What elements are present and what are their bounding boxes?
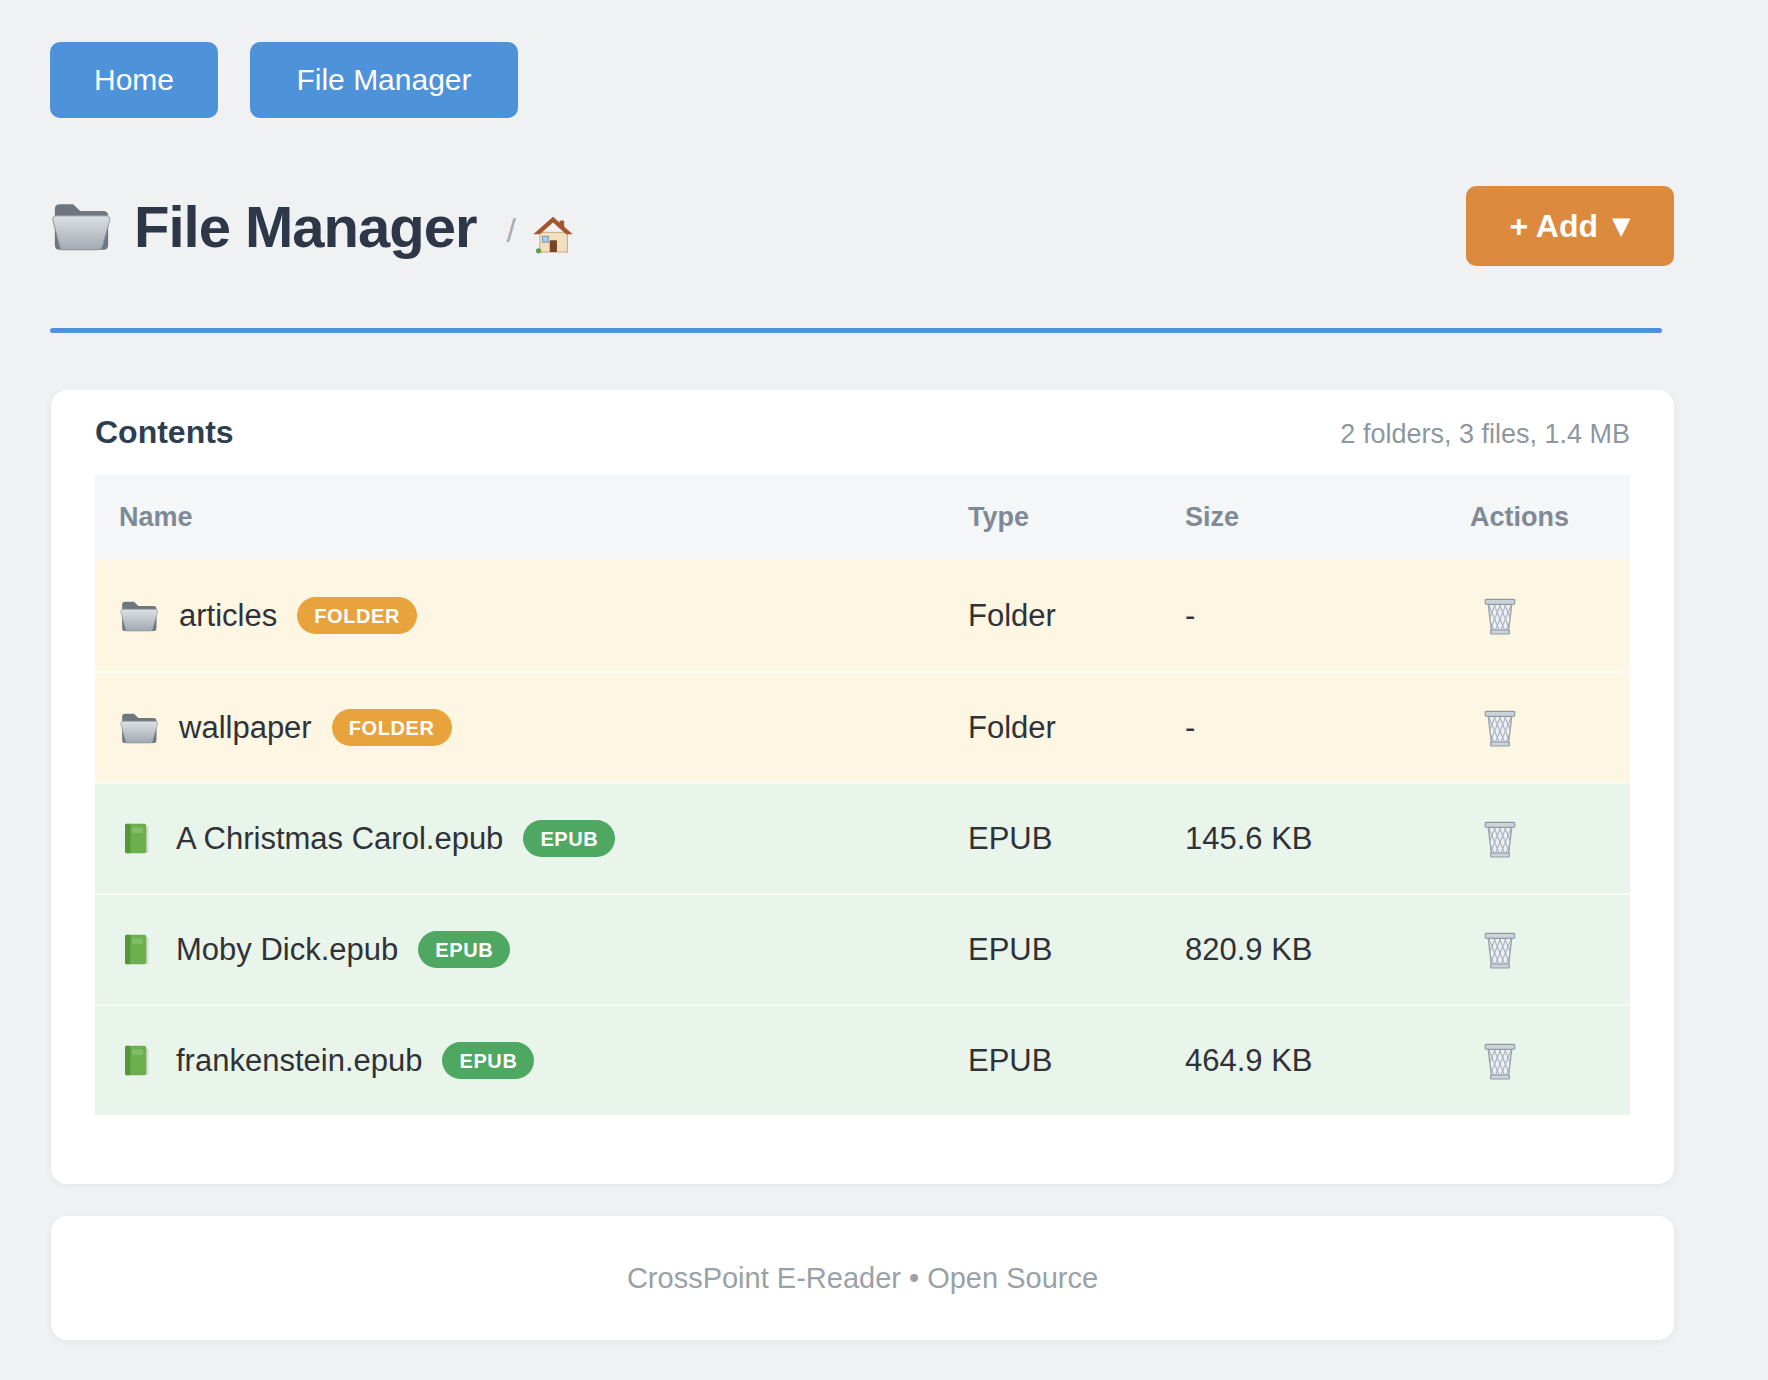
green-book-icon xyxy=(119,930,154,969)
home-button[interactable]: Home xyxy=(50,42,218,118)
house-icon[interactable] xyxy=(532,214,574,256)
delete-button[interactable] xyxy=(1478,592,1522,640)
table-row[interactable]: articles FOLDER Folder - xyxy=(95,560,1630,671)
name-cell: A Christmas Carol.epub EPUB xyxy=(95,819,968,858)
delete-button[interactable] xyxy=(1478,704,1522,752)
file-name[interactable]: A Christmas Carol.epub xyxy=(176,821,503,857)
folder-badge: FOLDER xyxy=(332,709,452,746)
column-header-type: Type xyxy=(968,502,1185,533)
folder-icon xyxy=(50,199,112,254)
name-cell: wallpaper FOLDER xyxy=(95,709,968,746)
actions-cell xyxy=(1468,815,1630,863)
type-cell: EPUB xyxy=(968,1043,1185,1079)
trash-icon xyxy=(1482,930,1518,970)
green-book-icon xyxy=(119,819,154,858)
footer-text: CrossPoint E-Reader • Open Source xyxy=(627,1262,1098,1295)
delete-button[interactable] xyxy=(1478,815,1522,863)
delete-button[interactable] xyxy=(1478,926,1522,974)
name-cell: Moby Dick.epub EPUB xyxy=(95,930,968,969)
file-manager-button[interactable]: File Manager xyxy=(250,42,518,118)
chevron-down-icon: ▼ xyxy=(1612,212,1630,240)
contents-summary: 2 folders, 3 files, 1.4 MB xyxy=(1340,419,1630,450)
epub-badge: EPUB xyxy=(418,931,510,968)
size-cell: - xyxy=(1185,598,1468,634)
green-book-icon xyxy=(119,1041,154,1080)
epub-badge: EPUB xyxy=(442,1042,534,1079)
contents-card: Contents 2 folders, 3 files, 1.4 MB Name… xyxy=(51,390,1674,1184)
page-title: File Manager xyxy=(134,193,477,260)
title-group: File Manager / xyxy=(50,193,574,260)
footer-card: CrossPoint E-Reader • Open Source xyxy=(51,1216,1674,1340)
page-header: File Manager / + Add ▼ xyxy=(50,186,1674,266)
actions-cell xyxy=(1468,704,1630,752)
table-row[interactable]: frankenstein.epub EPUB EPUB 464.9 KB xyxy=(95,1004,1630,1115)
contents-title: Contents xyxy=(95,414,234,451)
size-cell: 145.6 KB xyxy=(1185,821,1468,857)
trash-icon xyxy=(1482,819,1518,859)
table-row[interactable]: A Christmas Carol.epub EPUB EPUB 145.6 K… xyxy=(95,782,1630,893)
table-body: articles FOLDER Folder - wallpaper FOLDE… xyxy=(95,560,1630,1115)
trash-icon xyxy=(1482,596,1518,636)
folder-badge: FOLDER xyxy=(297,597,417,634)
size-cell: 820.9 KB xyxy=(1185,932,1468,968)
file-name[interactable]: wallpaper xyxy=(179,710,312,746)
add-button-label: + Add xyxy=(1509,208,1598,245)
type-cell: EPUB xyxy=(968,821,1185,857)
trash-icon xyxy=(1482,708,1518,748)
contents-header: Contents 2 folders, 3 files, 1.4 MB xyxy=(95,414,1630,451)
name-cell: articles FOLDER xyxy=(95,597,968,634)
actions-cell xyxy=(1468,592,1630,640)
file-name[interactable]: articles xyxy=(179,598,277,634)
table-row[interactable]: wallpaper FOLDER Folder - xyxy=(95,671,1630,782)
table-header-row: Name Type Size Actions xyxy=(95,475,1630,560)
top-nav: Home File Manager xyxy=(50,42,518,118)
column-header-size: Size xyxy=(1185,502,1468,533)
folder-icon xyxy=(119,598,159,634)
size-cell: - xyxy=(1185,710,1468,746)
table-row[interactable]: Moby Dick.epub EPUB EPUB 820.9 KB xyxy=(95,893,1630,1004)
file-table: Name Type Size Actions articles FOLDER F… xyxy=(95,475,1630,1115)
trash-icon xyxy=(1482,1041,1518,1081)
column-header-actions: Actions xyxy=(1468,502,1630,533)
size-cell: 464.9 KB xyxy=(1185,1043,1468,1079)
file-name[interactable]: frankenstein.epub xyxy=(176,1043,422,1079)
folder-icon xyxy=(119,710,159,746)
epub-badge: EPUB xyxy=(523,820,615,857)
type-cell: EPUB xyxy=(968,932,1185,968)
actions-cell xyxy=(1468,1037,1630,1085)
title-divider xyxy=(50,328,1662,333)
actions-cell xyxy=(1468,926,1630,974)
breadcrumb-separator: / xyxy=(507,211,516,260)
delete-button[interactable] xyxy=(1478,1037,1522,1085)
column-header-name: Name xyxy=(95,502,968,533)
file-name[interactable]: Moby Dick.epub xyxy=(176,932,398,968)
type-cell: Folder xyxy=(968,598,1185,634)
type-cell: Folder xyxy=(968,710,1185,746)
add-button[interactable]: + Add ▼ xyxy=(1466,186,1674,266)
name-cell: frankenstein.epub EPUB xyxy=(95,1041,968,1080)
